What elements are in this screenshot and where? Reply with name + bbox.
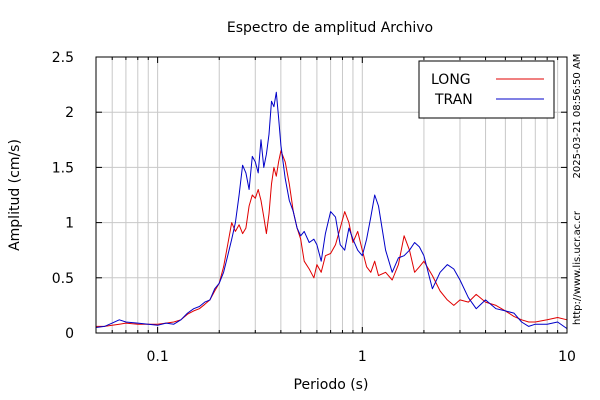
legend-label-tran: TRAN — [434, 92, 473, 108]
plot-frame — [95, 56, 568, 334]
y-tick-label: 2 — [65, 105, 74, 121]
y-tick-label: 2.5 — [52, 50, 74, 66]
y-tick-label: 0 — [65, 326, 74, 342]
series-line-long — [96, 150, 568, 327]
legend: LONG TRAN — [418, 60, 555, 119]
y-tick-label: 0.5 — [52, 271, 74, 287]
y-tick-label: 1.5 — [52, 160, 74, 176]
legend-box — [418, 60, 555, 119]
source-url-annotation: http://www.lis.ucr.ac.cr — [572, 210, 583, 325]
y-axis-title: Amplitud (cm/s) — [7, 139, 23, 251]
series-lines — [95, 91, 568, 330]
series-line-tran — [95, 91, 568, 330]
x-axis-title: Periodo (s) — [294, 377, 369, 393]
chart-title: Espectro de amplitud Archivo — [227, 20, 433, 36]
x-tick-label: 10 — [558, 349, 576, 365]
x-tick-label: 0.1 — [146, 349, 168, 365]
x-tick-label: 1 — [358, 349, 367, 365]
legend-label-long: LONG — [431, 72, 471, 88]
tick-marks: 0 0.5 1 1.5 2 2.5 0.1 1 10 — [52, 50, 576, 365]
timestamp-annotation: 2025-03-21 08:56:50 AM — [572, 54, 583, 179]
y-tick-label: 1 — [65, 216, 74, 232]
